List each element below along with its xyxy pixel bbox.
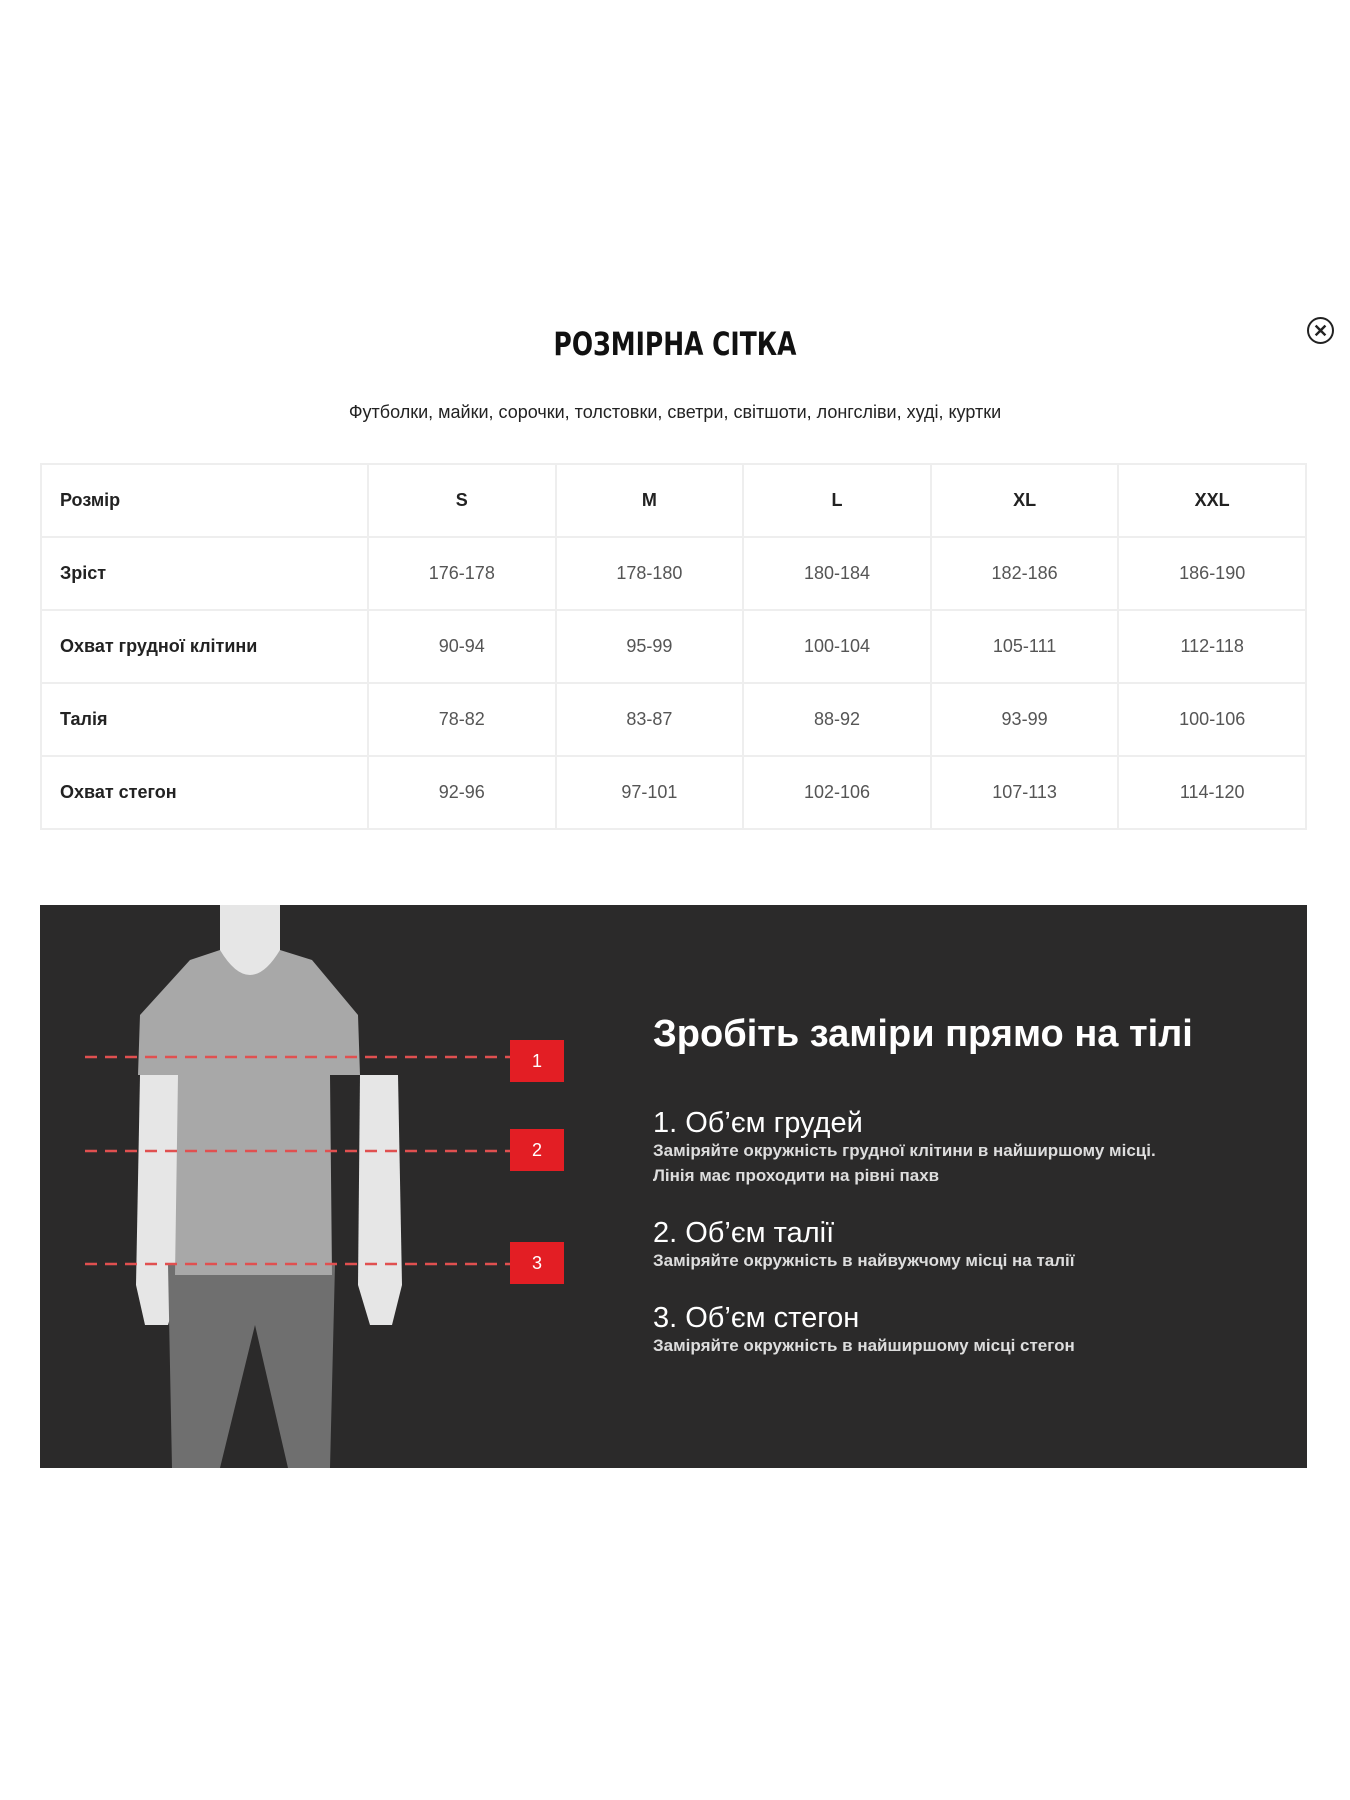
column-header: S (367, 463, 557, 538)
table-cell: 78-82 (367, 682, 557, 757)
row-label: Охват стегон (40, 755, 369, 830)
chest-desc-2: Лінія має проходити на рівні пахв (653, 1166, 940, 1185)
table-cell: 97-101 (554, 755, 745, 830)
hips-title: 3. Об’єм стегон (653, 1302, 860, 1334)
row-label: Зріст (40, 536, 369, 611)
column-header: Розмір (40, 463, 369, 538)
table-row: Охват грудної клітини 90-94 95-99 100-10… (40, 609, 1307, 684)
table-cell: 83-87 (554, 682, 745, 757)
table-cell: 100-104 (742, 609, 932, 684)
pants-shape (168, 1265, 335, 1468)
table-cell: 92-96 (367, 755, 557, 830)
column-header: XL (929, 463, 1120, 538)
table-cell: 107-113 (929, 755, 1120, 830)
column-header: XXL (1117, 463, 1307, 538)
right-arm-shape (358, 1075, 402, 1325)
table-cell: 114-120 (1117, 755, 1307, 830)
table-cell: 102-106 (742, 755, 932, 830)
guide-heading: Зробіть заміри прямо на тілі (653, 1013, 1193, 1055)
waist-title: 2. Об’єм талії (653, 1217, 835, 1249)
close-icon[interactable]: ✕ (1307, 317, 1334, 344)
size-table: Розмір S M L XL XXL Зріст 176-178 178-18… (40, 463, 1307, 830)
table-cell: 178-180 (554, 536, 745, 611)
neck-shape (220, 905, 280, 975)
table-row: Талія 78-82 83-87 88-92 93-99 100-106 (40, 682, 1307, 757)
table-cell: 95-99 (554, 609, 745, 684)
body-figure-illustration (85, 905, 510, 1468)
marker-3: 3 (510, 1242, 564, 1284)
column-header: M (554, 463, 745, 538)
marker-2: 2 (510, 1129, 564, 1171)
table-cell: 112-118 (1117, 609, 1307, 684)
table-cell: 88-92 (742, 682, 932, 757)
table-cell: 180-184 (742, 536, 932, 611)
subtitle: Футболки, майки, сорочки, толстовки, све… (348, 402, 1002, 422)
table-cell: 186-190 (1117, 536, 1307, 611)
table-row: Зріст 176-178 178-180 180-184 182-186 18… (40, 536, 1307, 611)
table-cell: 90-94 (367, 609, 557, 684)
waist-desc: Заміряйте окружність в найвужчому місці … (653, 1251, 1075, 1270)
table-cell: 176-178 (367, 536, 557, 611)
row-label: Охват грудної клітини (40, 609, 369, 684)
table-cell: 105-111 (929, 609, 1120, 684)
column-header: L (742, 463, 932, 538)
marker-1: 1 (510, 1040, 564, 1082)
measurement-guide-panel: 1 2 3 Зробіть заміри прямо на тілі 1. Об… (40, 905, 1307, 1468)
table-row: Охват стегон 92-96 97-101 102-106 107-11… (40, 755, 1307, 830)
row-label: Талія (40, 682, 369, 757)
table-header-row: Розмір S M L XL XXL (40, 463, 1307, 538)
chest-title: 1. Об’єм грудей (653, 1107, 863, 1139)
hips-desc: Заміряйте окружність в найширшому місці … (653, 1336, 1075, 1355)
chest-desc: Заміряйте окружність грудної клітини в н… (653, 1141, 1156, 1160)
table-cell: 182-186 (929, 536, 1120, 611)
table-cell: 100-106 (1117, 682, 1307, 757)
shirt-shape (138, 950, 360, 1275)
page-title: РОЗМІРНА СІТКА (553, 325, 797, 363)
left-arm-shape (136, 1075, 180, 1325)
table-cell: 93-99 (929, 682, 1120, 757)
